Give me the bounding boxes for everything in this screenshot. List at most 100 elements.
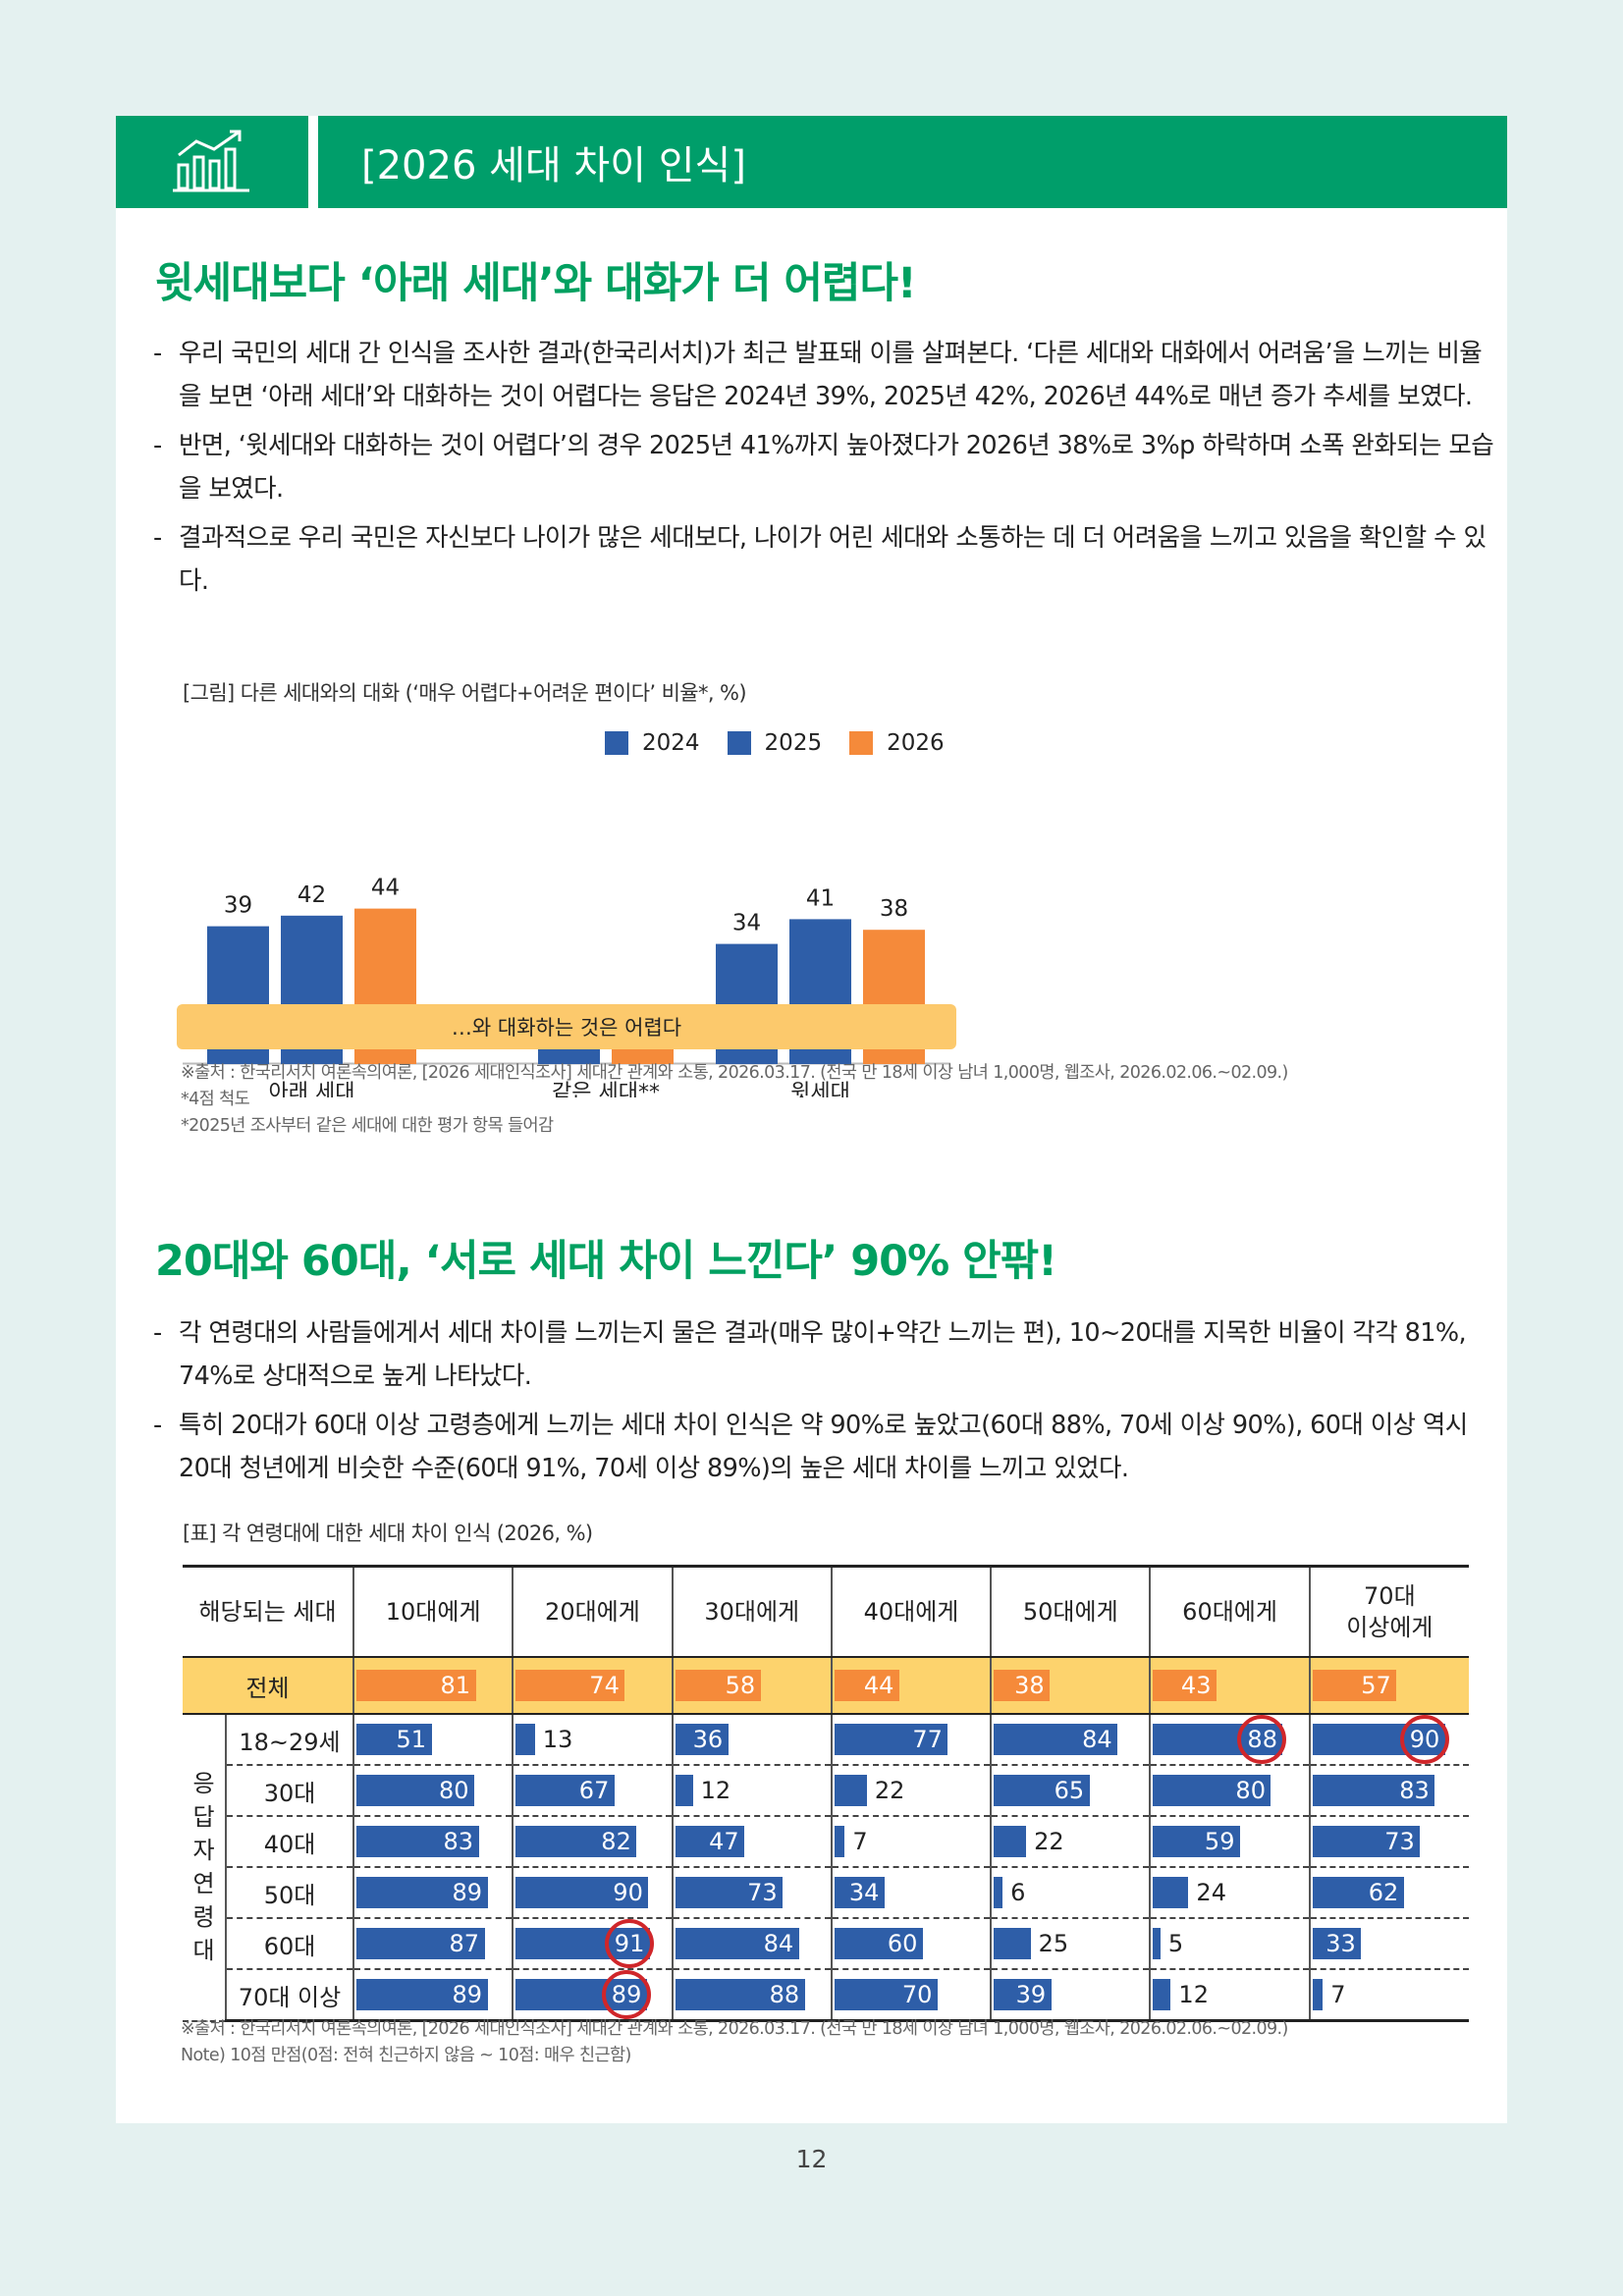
value-label: 87 — [449, 1930, 480, 1957]
value-cell: 12 — [1149, 1969, 1310, 2022]
value-cell: 87 — [352, 1918, 514, 1970]
value-cell: 74 — [512, 1657, 673, 1715]
value-label: 12 — [1178, 1981, 1209, 2008]
value-cell: 47 — [671, 1816, 832, 1868]
bullet: 결과적으로 우리 국민은 자신보다 나이가 많은 세대보다, 나이가 어린 세대… — [153, 516, 1498, 603]
value-label: 62 — [1368, 1879, 1399, 1906]
generation-gap-table: 해당되는 세대 10대에게 20대에게 30대에게 40대에게 50대에게 60대에게 70대… — [183, 1565, 1469, 2022]
value-label: 65 — [1054, 1777, 1085, 1804]
value-label: 5 — [1167, 1930, 1184, 1957]
source-note: ※출처 : 한국리서치 여론속의여론, [2026 세대인식조사] 세대간 관계… — [181, 1063, 1288, 1083]
value-label: 70 — [901, 1981, 933, 2008]
value-bar — [1312, 1877, 1404, 1908]
value-bar — [356, 1877, 488, 1908]
data-label: 38 — [880, 896, 908, 922]
value-cell: 6 — [990, 1867, 1151, 1919]
value-cell: 5 — [1149, 1918, 1310, 1970]
value-label: 80 — [1235, 1777, 1266, 1804]
value-bar — [834, 1877, 885, 1908]
value-bar — [356, 1979, 488, 2010]
column-header: 60대에게 — [1149, 1565, 1310, 1658]
value-cell: 7 — [830, 1816, 992, 1868]
value-bar — [994, 1724, 1118, 1755]
value-label: 7 — [852, 1828, 868, 1855]
value-label: 73 — [747, 1879, 778, 1906]
value-bar — [1312, 1670, 1397, 1701]
value-cell: 81 — [352, 1657, 514, 1715]
row-label: 50대 — [224, 1867, 354, 1919]
chart-growth-icon — [116, 116, 308, 208]
value-cell: 38 — [990, 1657, 1151, 1715]
value-label: 89 — [452, 1981, 483, 2008]
table-row: 70대 이상 89 89 88 70 39 12 7 — [183, 1969, 1469, 2022]
category-label: 아래 세대 — [269, 1081, 355, 1097]
value-label: 84 — [1082, 1726, 1112, 1753]
value-label: 34 — [848, 1879, 880, 1906]
value-label: 89 — [452, 1879, 483, 1906]
bullet: 각 연령대의 사람들에게서 세대 차이를 느끼는지 물은 결과(매우 많이+약간… — [153, 1311, 1498, 1398]
value-cell: 90 — [512, 1867, 673, 1919]
value-bar — [834, 1928, 923, 1959]
value-label: 82 — [601, 1828, 631, 1855]
value-bar — [834, 1826, 845, 1857]
value-label: 47 — [709, 1828, 739, 1855]
column-header: 70대 이상에게 — [1308, 1565, 1469, 1658]
value-cell: 25 — [990, 1918, 1151, 1970]
column-header: 30대에게 — [671, 1565, 832, 1658]
value-bar — [1153, 1775, 1271, 1806]
highlight-circle — [604, 1919, 654, 1968]
value-label: 83 — [1399, 1777, 1430, 1804]
value-cell: 51 — [352, 1714, 514, 1766]
value-bar — [1312, 1775, 1435, 1806]
value-bar — [1312, 1928, 1362, 1959]
value-bar — [994, 1979, 1052, 2010]
value-bar — [675, 1826, 745, 1857]
table-row: 50대 89 90 73 34 6 24 62 — [183, 1867, 1469, 1919]
value-bar — [1153, 1979, 1171, 2010]
value-bar — [675, 1877, 784, 1908]
value-label: 25 — [1038, 1930, 1069, 1957]
data-label: 44 — [371, 876, 400, 901]
footnote: *4점 척도 — [181, 1090, 250, 1109]
legend-label: 2025 — [764, 730, 823, 756]
value-cell: 77 — [830, 1714, 992, 1766]
value-bar — [356, 1670, 476, 1701]
value-cell: 89 — [352, 1867, 514, 1919]
value-label: 44 — [863, 1672, 894, 1699]
value-bar — [515, 1724, 535, 1755]
value-bar — [994, 1877, 1003, 1908]
section2-bullets: 각 연령대의 사람들에게서 세대 차이를 느끼는지 물은 결과(매우 많이+약간… — [153, 1311, 1498, 1496]
value-label: 13 — [542, 1726, 573, 1753]
value-cell: 39 — [990, 1969, 1151, 2022]
value-bar — [675, 1724, 729, 1755]
data-label: 42 — [298, 882, 326, 908]
section2-heading: 20대와 60대, ‘서로 세대 차이 느낀다’ 90% 안팎! — [155, 1237, 1057, 1286]
chart-legend: 2024 2025 2026 — [605, 730, 972, 756]
value-cell: 89 — [512, 1969, 673, 2022]
value-cell: 90 — [1308, 1714, 1469, 1766]
value-label: 90 — [613, 1879, 643, 1906]
value-cell: 43 — [1149, 1657, 1310, 1715]
row-label: 40대 — [224, 1816, 354, 1868]
value-cell: 60 — [830, 1918, 992, 1970]
page-number: 12 — [795, 2145, 828, 2173]
value-cell: 13 — [512, 1714, 673, 1766]
table-row: 60대 87 91 84 60 25 5 33 — [183, 1918, 1469, 1970]
value-label: 33 — [1325, 1930, 1356, 1957]
value-bar — [515, 1670, 625, 1701]
value-label: 77 — [912, 1726, 943, 1753]
section1-heading: 윗세대보다 ‘아래 세대’와 대화가 더 어렵다! — [155, 259, 917, 308]
value-bar — [834, 1724, 948, 1755]
value-cell: 83 — [1308, 1765, 1469, 1817]
category-label: 윗세대 — [790, 1081, 850, 1097]
highlight-circle — [1237, 1715, 1287, 1764]
table-row: 응 답 자 연 령 대 18~29세 51 13 36 77 84 88 90 — [183, 1714, 1469, 2022]
chart-footer-label: …와 대화하는 것은 어렵다 — [177, 1004, 956, 1049]
source-note: ※출처 : 한국리서치 여론속의여론, [2026 세대인식조사] 세대간 관계… — [181, 2019, 1288, 2039]
legend-swatch-2026 — [849, 731, 874, 755]
value-bar — [1153, 1877, 1189, 1908]
value-cell: 7 — [1308, 1969, 1469, 2022]
value-label: 80 — [439, 1777, 469, 1804]
value-label: 88 — [769, 1981, 800, 2008]
highlight-circle — [1399, 1715, 1449, 1764]
